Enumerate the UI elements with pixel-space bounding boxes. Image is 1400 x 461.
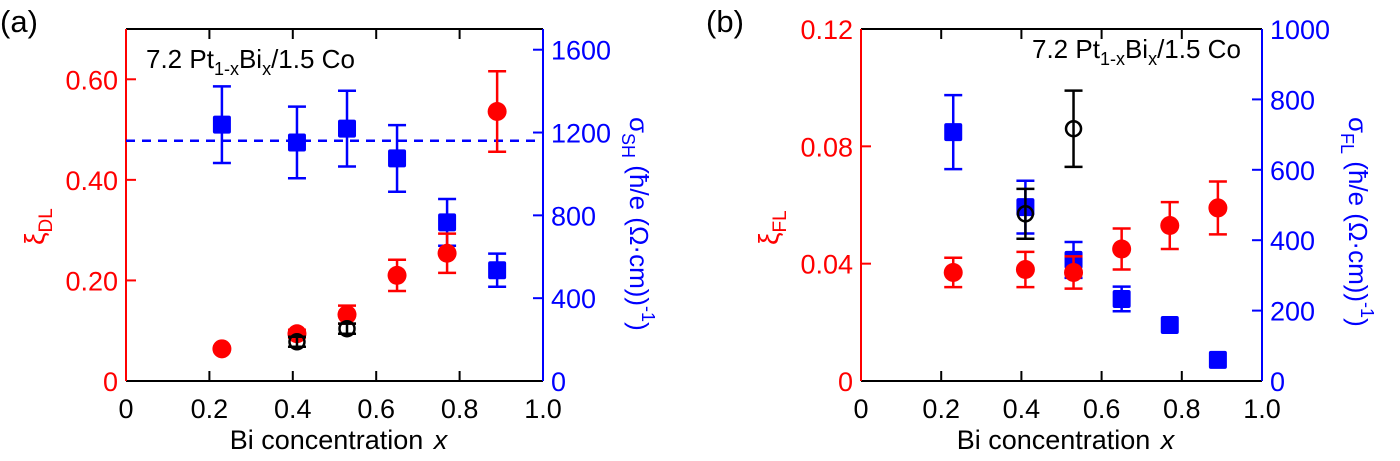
left-y-tick-label: 0.08 <box>800 132 853 162</box>
data-point <box>1064 89 1083 169</box>
data-point <box>287 105 306 180</box>
panel-b-chart: (b) 0 0.2 0.4 0.6 0.8 1.0 Bi concentration x 0 0.… <box>706 4 1377 455</box>
panel-label: (a) <box>0 4 38 39</box>
x-axis-title-var: x <box>1159 425 1176 455</box>
panel-label: (b) <box>706 4 744 39</box>
data-point <box>1160 316 1179 335</box>
circle-marker <box>337 305 357 325</box>
right-y-axis-title: σFL (ħ/e (Ω·cm))-1) <box>1337 117 1377 327</box>
data-point <box>338 89 357 168</box>
square-marker <box>1160 316 1179 335</box>
data-point <box>488 252 507 289</box>
circle-marker <box>1064 262 1084 282</box>
data-point <box>287 333 306 351</box>
left-y-tick-label: 0.04 <box>800 250 853 280</box>
data-point <box>338 319 357 338</box>
x-tick-label: 0.6 <box>1083 394 1121 424</box>
data-point <box>212 85 231 165</box>
x-tick-label: 1.0 <box>1243 394 1281 424</box>
circle-marker <box>1208 198 1228 218</box>
panel-a-chart: (a) 0 0.2 0.4 0.6 0.8 1.0 Bi concentration x 0 0.… <box>0 4 658 455</box>
circle-marker <box>387 265 407 285</box>
right-y-tick-label: 0 <box>1270 367 1285 397</box>
x-tick-label: 0.2 <box>191 394 229 424</box>
right-y-tick-label: 600 <box>1270 156 1315 186</box>
square-marker <box>287 133 306 152</box>
open-circle-marker <box>1064 119 1083 138</box>
data-point <box>944 93 963 171</box>
circle-marker <box>487 101 507 121</box>
x-tick-label: 0.8 <box>1163 394 1201 424</box>
square-marker <box>1208 350 1227 369</box>
x-tick-label: 0.2 <box>922 394 960 424</box>
left-y-tick-label: 0.60 <box>65 65 118 95</box>
x-tick-label: 0 <box>118 394 133 424</box>
data-point <box>1160 200 1180 251</box>
x-tick-label: 0.8 <box>441 394 479 424</box>
circle-marker <box>212 339 232 359</box>
open-circle-marker <box>338 319 356 338</box>
data-point <box>1208 350 1227 369</box>
square-marker <box>1112 289 1131 308</box>
right-y-tick-label: 800 <box>551 201 596 231</box>
x-tick-label: 0.4 <box>1003 394 1041 424</box>
right-y-tick-label: 0 <box>551 367 566 397</box>
right-y-tick-label: 800 <box>1270 85 1315 115</box>
left-y-axis-title: ξDL <box>19 208 57 245</box>
square-marker <box>338 119 357 138</box>
circle-marker <box>1015 260 1035 280</box>
x-tick-label: 0.4 <box>274 394 312 424</box>
data-point <box>1016 187 1035 240</box>
circle-marker <box>943 262 963 282</box>
open-circle-marker <box>1016 205 1035 223</box>
x-axis-title: Bi concentration <box>230 425 424 455</box>
right-y-tick-label: 1000 <box>1270 15 1330 45</box>
right-y-axis-title: σSH (ħ/e (Ω·cm))-1) <box>618 117 658 331</box>
right-y-tick-label: 1200 <box>551 119 611 149</box>
x-tick-label: 0.6 <box>357 394 395 424</box>
left-y-tick-label: 0.40 <box>65 166 118 196</box>
square-marker <box>438 213 457 232</box>
sample-annotation: 7.2 Pt1-xBix/1.5 Co <box>146 44 355 79</box>
square-marker <box>488 261 507 280</box>
sample-annotation: 7.2 Pt1-xBix/1.5 Co <box>1032 34 1241 69</box>
right-y-tick-label: 400 <box>1270 226 1315 256</box>
data-point <box>487 69 507 153</box>
left-y-axis-title: ξFL <box>753 210 791 245</box>
right-y-tick-label: 1600 <box>551 36 611 66</box>
data-point <box>1208 180 1228 236</box>
left-y-tick-label: 0.20 <box>65 266 118 296</box>
circle-marker <box>437 243 457 263</box>
x-tick-label: 1.0 <box>524 394 562 424</box>
square-marker <box>212 115 231 134</box>
left-y-tick-label: 0 <box>103 367 118 397</box>
circle-marker <box>1160 216 1180 236</box>
right-y-tick-label: 400 <box>551 284 596 314</box>
data-point <box>1112 285 1131 313</box>
x-axis-title: Bi concentration <box>957 425 1151 455</box>
data-point <box>1112 227 1132 271</box>
square-marker <box>944 123 963 142</box>
data-point <box>388 123 407 193</box>
data-point <box>387 258 407 293</box>
left-y-tick-label: 0 <box>838 367 853 397</box>
square-marker <box>388 149 407 168</box>
data-point <box>943 256 963 289</box>
x-tick-label: 0 <box>853 394 868 424</box>
left-y-tick-label: 0.12 <box>800 15 853 45</box>
open-circle-marker <box>288 333 306 351</box>
right-y-tick-label: 200 <box>1270 297 1315 327</box>
data-point <box>1064 255 1084 290</box>
data-point <box>437 232 457 275</box>
data-point <box>1015 250 1035 289</box>
data-point <box>212 339 232 359</box>
circle-marker <box>1112 239 1132 259</box>
x-axis-title-var: x <box>432 425 449 455</box>
